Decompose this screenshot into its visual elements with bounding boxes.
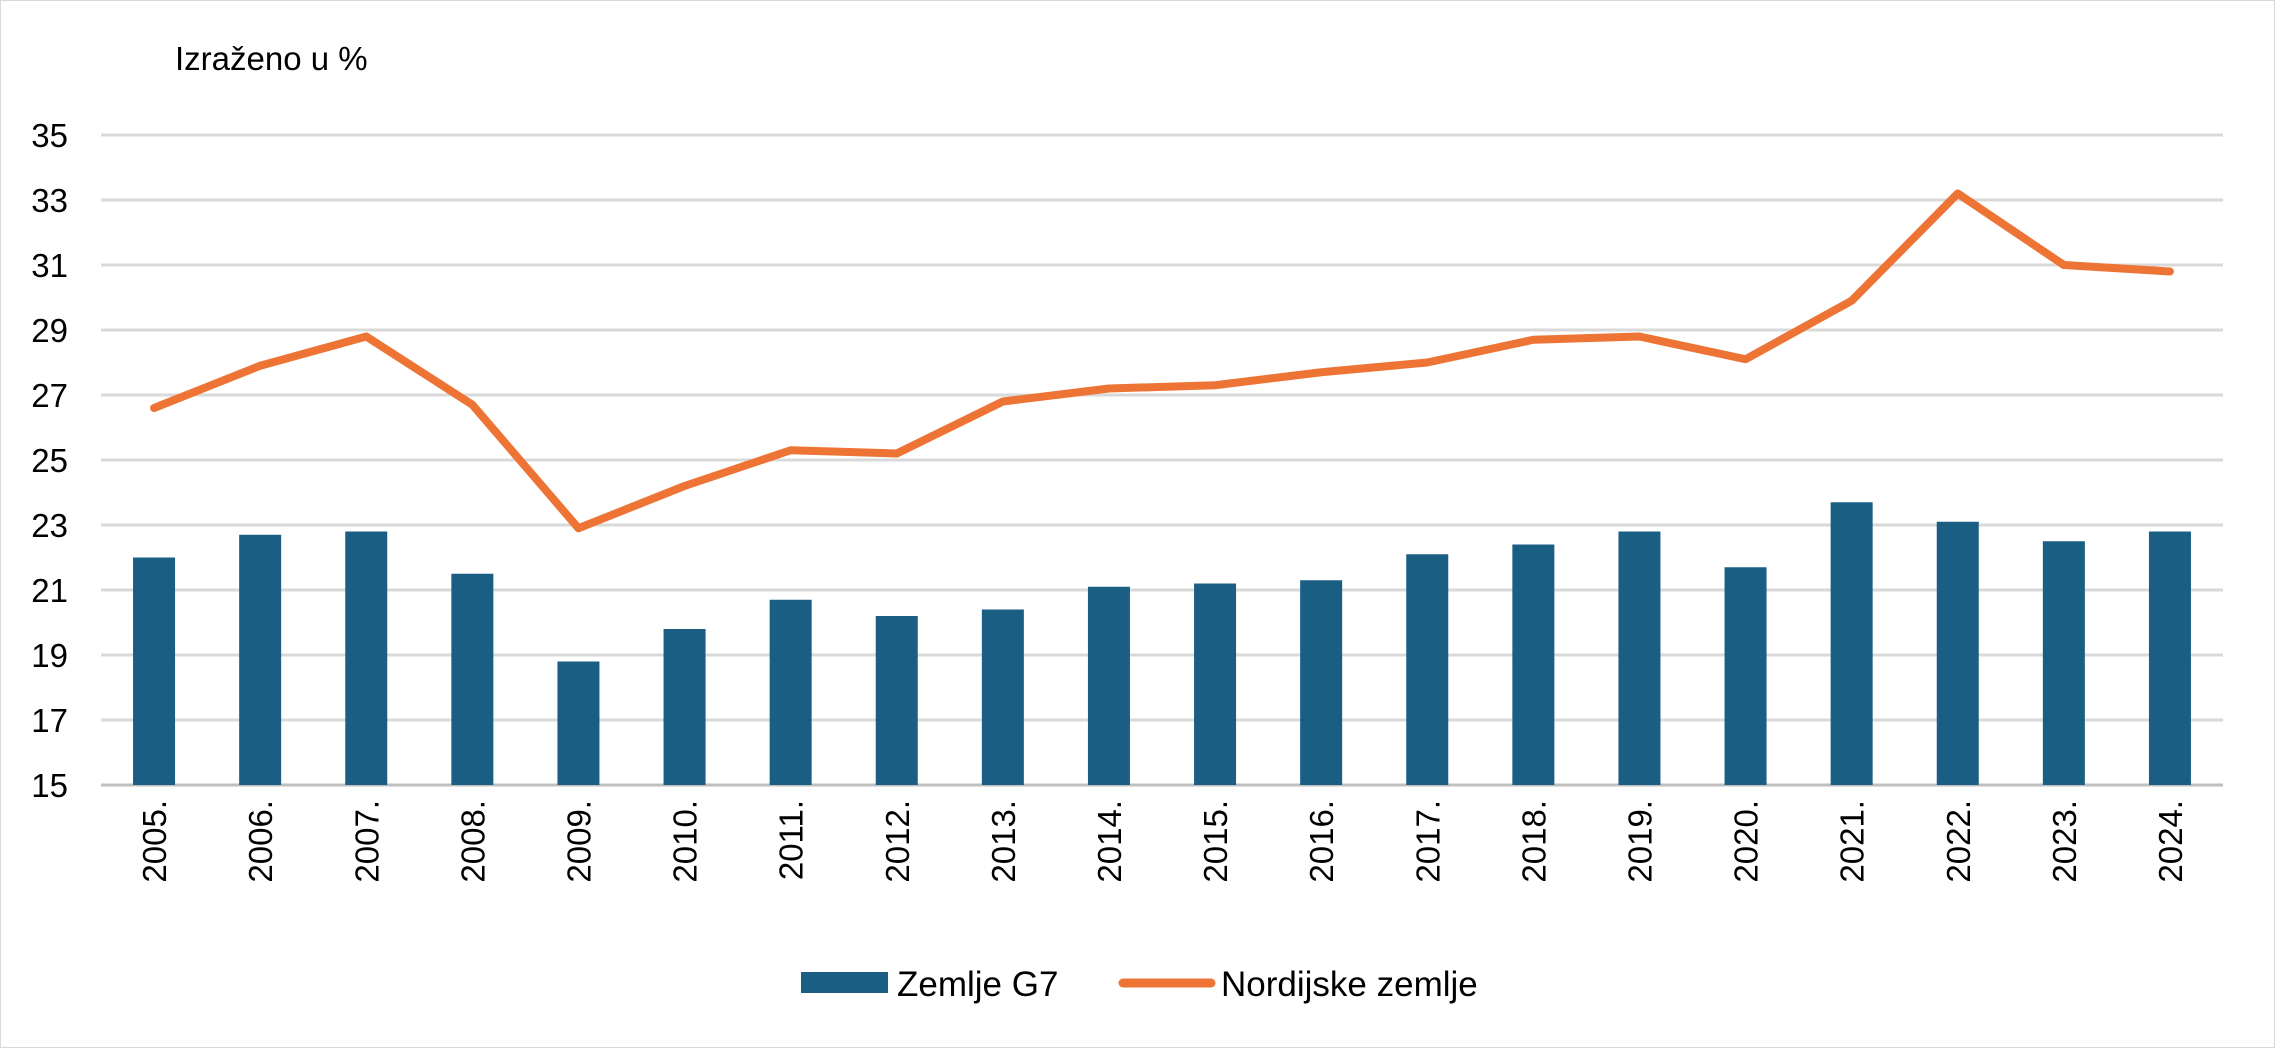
bar xyxy=(1618,531,1661,785)
x-tick-label: 2016. xyxy=(1303,800,1340,883)
bar xyxy=(2042,541,2085,785)
line-point xyxy=(684,485,686,487)
y-tick-label: 29 xyxy=(31,312,68,349)
y-tick-label: 23 xyxy=(31,507,68,544)
line-point xyxy=(1320,371,1322,373)
bar xyxy=(1300,580,1343,785)
x-tick-label: 2022. xyxy=(1940,800,1977,883)
line-point xyxy=(790,449,792,451)
x-tick-label: 2024. xyxy=(2152,800,2189,883)
x-tick-label: 2010. xyxy=(667,800,704,883)
line-point xyxy=(471,404,473,406)
y-tick-label: 31 xyxy=(31,247,68,284)
bar xyxy=(875,616,918,785)
bar xyxy=(1936,521,1979,785)
bar xyxy=(557,661,600,785)
line-point xyxy=(1745,358,1747,360)
bar xyxy=(1406,554,1449,785)
y-tick-label: 33 xyxy=(31,182,68,219)
line-point xyxy=(1214,384,1216,386)
x-tick-label: 2011. xyxy=(773,800,810,880)
legend-label-line: Nordijske zemlje xyxy=(1221,965,1478,1004)
x-tick-label: 2005. xyxy=(136,800,173,883)
line-point xyxy=(2063,264,2065,266)
line-point xyxy=(1002,401,1004,402)
bar xyxy=(1194,583,1237,785)
y-tick-label: 21 xyxy=(31,572,68,609)
line-point xyxy=(365,336,367,337)
x-tick-label: 2008. xyxy=(454,800,491,883)
bar xyxy=(451,573,494,785)
x-tick-label: 2006. xyxy=(242,800,279,883)
line-point xyxy=(577,527,579,529)
y-tick-label: 25 xyxy=(31,442,68,479)
y-tick-label: 35 xyxy=(31,117,68,154)
bar xyxy=(1087,586,1130,785)
line-point xyxy=(1851,300,1853,302)
line-point xyxy=(2169,271,2171,272)
line-point xyxy=(153,407,155,409)
line-point xyxy=(1426,362,1428,363)
x-tick-label: 2019. xyxy=(1621,800,1658,883)
bar xyxy=(1830,502,1873,785)
line-series xyxy=(150,189,2174,533)
x-tick-label: 2014. xyxy=(1091,800,1128,883)
x-tick-label: 2015. xyxy=(1197,800,1234,883)
bar-series xyxy=(133,502,2191,785)
x-tick-label: 2018. xyxy=(1515,800,1552,883)
x-tick-label: 2017. xyxy=(1409,800,1446,883)
bar xyxy=(345,531,388,785)
legend-label-bar: Zemlje G7 xyxy=(897,965,1058,1004)
y-tick-label: 19 xyxy=(31,637,68,674)
x-axis-ticks: 2005. 2006. 2007. 2008. 2009. 2010. 2011. 2012.… xyxy=(136,800,2189,883)
x-tick-label: 2021. xyxy=(1834,800,1871,883)
y-tick-label: 17 xyxy=(31,702,68,739)
legend: Zemlje G7 Nordijske zemlje xyxy=(801,965,1478,1004)
bar xyxy=(133,557,176,785)
bar xyxy=(1724,567,1767,785)
x-tick-label: 2013. xyxy=(985,800,1022,883)
y-tick-label: 27 xyxy=(31,377,68,414)
x-tick-label: 2023. xyxy=(2046,800,2083,883)
y-axis-ticks: 15 17 19 21 23 25 27 29 31 33 35 xyxy=(31,117,68,804)
line-point xyxy=(1957,193,1959,194)
bar xyxy=(769,599,812,785)
unit-label: Izraženo u % xyxy=(175,40,368,77)
line-point xyxy=(896,453,898,454)
bar xyxy=(239,534,282,785)
x-tick-label: 2007. xyxy=(348,800,385,883)
x-tick-label: 2012. xyxy=(879,800,916,883)
gridlines xyxy=(101,133,2223,787)
line-point xyxy=(1108,388,1110,389)
line-point xyxy=(259,365,261,367)
x-tick-label: 2020. xyxy=(1728,800,1765,883)
series-line xyxy=(150,189,2174,533)
line-point xyxy=(1638,336,1640,337)
bar xyxy=(981,609,1024,785)
x-tick-label: 2009. xyxy=(560,800,597,883)
line-point xyxy=(1532,339,1534,341)
bar xyxy=(663,629,706,785)
bar xyxy=(2148,531,2191,785)
legend-swatch-bar xyxy=(801,972,888,993)
y-tick-label: 15 xyxy=(31,767,68,804)
bar xyxy=(1512,544,1555,785)
